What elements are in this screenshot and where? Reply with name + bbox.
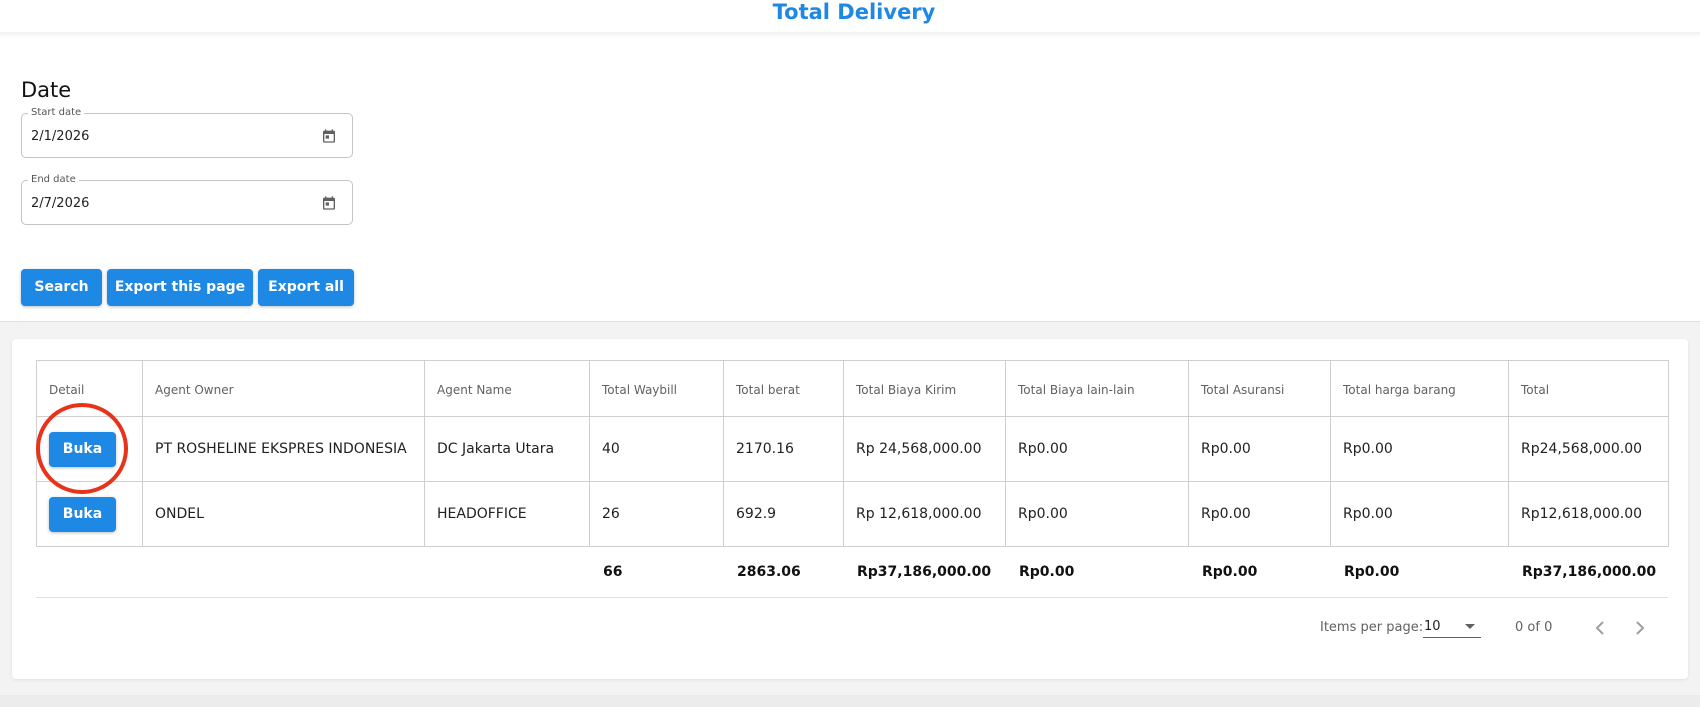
total-cell: Rp24,568,000.00 — [1508, 416, 1669, 482]
totals-row: 66 2863.06 Rp37,186,000.00 Rp0.00 Rp0.00… — [36, 546, 1668, 598]
agent-name-cell: DC Jakarta Utara — [424, 416, 590, 482]
column-header-total-waybill[interactable]: Total Waybill — [589, 360, 724, 417]
total-berat-cell: 692.9 — [723, 481, 844, 547]
column-header-total-berat[interactable]: Total berat — [723, 360, 844, 417]
sum-total-berat: 2863.06 — [737, 564, 801, 580]
page-range-label: 0 of 0 — [1515, 620, 1553, 635]
total-cell: Rp12,618,000.00 — [1508, 481, 1669, 547]
detail-cell: Buka — [36, 416, 143, 482]
sum-total: Rp37,186,000.00 — [1522, 564, 1657, 580]
sum-total-biaya-lain: Rp0.00 — [1019, 564, 1075, 580]
total-berat-cell: 2170.16 — [723, 416, 844, 482]
total-waybill-cell: 26 — [589, 481, 724, 547]
table-row: Buka ONDEL HEADOFFICE 26 692.9 Rp 12,618… — [36, 481, 1669, 547]
agent-name-cell: HEADOFFICE — [424, 481, 590, 547]
dropdown-arrow-icon — [1465, 624, 1475, 629]
table-row: Buka PT ROSHELINE EKSPRES INDONESIA DC J… — [36, 416, 1669, 482]
sum-total-harga-barang: Rp0.00 — [1344, 564, 1400, 580]
panel-divider — [0, 321, 1700, 322]
calendar-icon[interactable] — [321, 128, 337, 144]
total-harga-barang-cell: Rp0.00 — [1330, 481, 1509, 547]
total-biaya-kirim-cell: Rp 24,568,000.00 — [843, 416, 1006, 482]
agent-owner-cell: PT ROSHELINE EKSPRES INDONESIA — [142, 416, 425, 482]
total-asuransi-cell: Rp0.00 — [1188, 481, 1331, 547]
calendar-icon[interactable] — [321, 195, 337, 211]
end-date-field[interactable]: End date 2/7/2026 — [21, 174, 353, 225]
column-header-agent-name[interactable]: Agent Name — [424, 360, 590, 417]
export-this-page-button[interactable]: Export this page — [107, 269, 253, 306]
table-header-row: Detail Agent Owner Agent Name Total Wayb… — [36, 360, 1669, 417]
page-title: Total Delivery — [772, 0, 936, 24]
export-all-button[interactable]: Export all — [258, 269, 354, 306]
total-biaya-kirim-cell: Rp 12,618,000.00 — [843, 481, 1006, 547]
column-header-total-biaya-kirim[interactable]: Total Biaya Kirim — [843, 360, 1006, 417]
column-header-total[interactable]: Total — [1508, 360, 1669, 417]
sum-total-asuransi: Rp0.00 — [1202, 564, 1258, 580]
total-biaya-lain-cell: Rp0.00 — [1005, 416, 1189, 482]
end-date-label: End date — [28, 174, 79, 186]
date-section-heading: Date — [21, 78, 72, 102]
filter-panel — [0, 0, 1700, 322]
next-page-icon[interactable] — [1628, 616, 1652, 640]
sum-total-waybill: 66 — [603, 564, 623, 580]
end-date-value[interactable]: 2/7/2026 — [31, 196, 90, 211]
items-per-page-label: Items per page: — [1320, 620, 1424, 635]
open-detail-button[interactable]: Buka — [49, 496, 116, 532]
agent-owner-cell: ONDEL — [142, 481, 425, 547]
total-harga-barang-cell: Rp0.00 — [1330, 416, 1509, 482]
total-waybill-cell: 40 — [589, 416, 724, 482]
total-asuransi-cell: Rp0.00 — [1188, 416, 1331, 482]
page-bottom-strip — [0, 695, 1700, 707]
start-date-value[interactable]: 2/1/2026 — [31, 129, 90, 144]
column-header-detail: Detail — [36, 360, 143, 417]
search-button[interactable]: Search — [21, 269, 102, 306]
previous-page-icon[interactable] — [1588, 616, 1612, 640]
start-date-label: Start date — [28, 107, 85, 119]
column-header-agent-owner[interactable]: Agent Owner — [142, 360, 425, 417]
open-detail-button[interactable]: Buka — [49, 431, 116, 467]
start-date-field[interactable]: Start date 2/1/2026 — [21, 107, 353, 158]
column-header-total-harga-barang[interactable]: Total harga barang — [1330, 360, 1509, 417]
items-per-page-select[interactable]: 10 — [1423, 616, 1481, 638]
delivery-table: Detail Agent Owner Agent Name Total Wayb… — [36, 360, 1669, 547]
column-header-total-asuransi[interactable]: Total Asuransi — [1188, 360, 1331, 417]
sum-total-biaya-kirim: Rp37,186,000.00 — [857, 564, 992, 580]
items-per-page-value: 10 — [1424, 619, 1441, 634]
title-divider — [0, 32, 1700, 38]
total-biaya-lain-cell: Rp0.00 — [1005, 481, 1189, 547]
detail-cell: Buka — [36, 481, 143, 547]
column-header-total-biaya-lain[interactable]: Total Biaya lain-lain — [1005, 360, 1189, 417]
